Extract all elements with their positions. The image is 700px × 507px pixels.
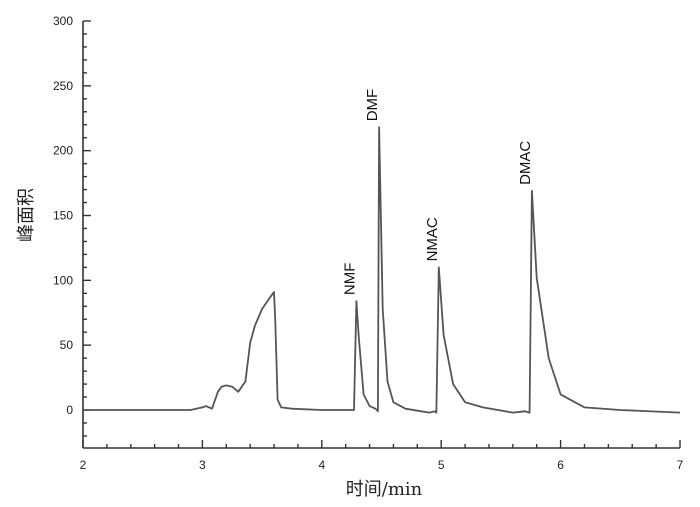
chromatogram-trace [83,126,681,414]
x-tick-label: 3 [199,458,206,472]
y-tick-label: 100 [53,273,73,287]
y-tick-label: 250 [53,79,73,93]
chart-plot-area [83,126,681,414]
y-tick-label: 200 [53,144,73,158]
chart-ticks: 0 50 100 150 200 250 300 2 3 4 5 6 7 [53,14,684,472]
peak-labels: NMF DMF NMAC DMAC [341,89,534,295]
peak-label: DMAC [517,141,534,185]
x-tick-label: 6 [557,458,564,472]
peak-label: DMF [364,89,381,122]
peak-label: NMAC [424,217,441,261]
y-tick-label: 50 [60,338,74,352]
y-tick-label: 150 [53,209,73,223]
peak-label: NMF [341,263,358,296]
x-tick-label: 5 [438,458,445,472]
x-tick-label: 7 [677,458,684,472]
chart-axes [82,21,680,449]
y-tick-label: 300 [53,14,73,28]
y-axis-title: 峰面积 [16,188,37,242]
x-axis-title: 时间/min [346,479,423,500]
x-tick-label: 2 [80,458,87,472]
x-tick-label: 4 [318,458,325,472]
y-tick-label: 0 [66,403,73,417]
